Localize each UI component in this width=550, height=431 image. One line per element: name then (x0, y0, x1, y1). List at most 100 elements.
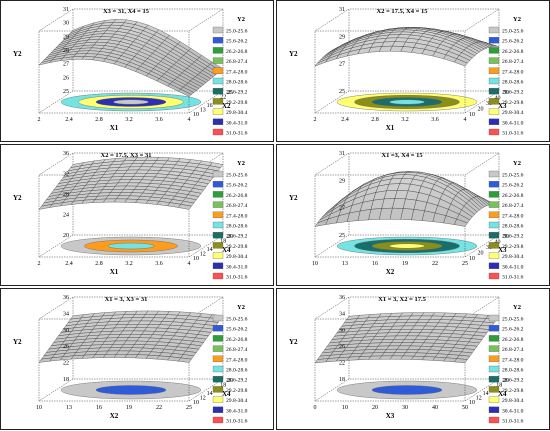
y-tick-label: 14 (483, 391, 489, 397)
legend-label: 26.8-27.4 (226, 59, 248, 65)
y-tick-label: 12 (200, 396, 206, 402)
z-axis-label: Y2 (13, 338, 22, 346)
x-tick-label: 2.8 (95, 117, 103, 123)
surface-cell (454, 218, 468, 227)
y-tick-label: 20 (227, 378, 233, 384)
legend-swatch (212, 221, 224, 229)
legend-label: 28.6-29.2 (502, 234, 524, 240)
legend-label: 25.0-25.6 (226, 317, 248, 323)
z-tick-label: 18 (63, 377, 69, 383)
legend-title: Y2 (237, 160, 245, 167)
legend-label: 25.6-26.2 (502, 183, 524, 189)
frame-edge (314, 378, 350, 402)
legend-label: 27.4-28.0 (502, 357, 524, 363)
frame-edge (38, 152, 74, 176)
surface-cell (177, 204, 192, 210)
surface-panel-3: X2 = 17.5, X3 = 3122.42.83.23.6410121416… (0, 144, 274, 286)
panel-title: X2 = 17.5, X3 = 31 (101, 152, 152, 159)
y-tick-label: 20 (227, 234, 233, 240)
x-tick-label: 20 (372, 405, 378, 411)
z-tick-label: 31 (339, 151, 345, 157)
y-tick-label: 50 (503, 90, 509, 96)
x-tick-label: 16 (96, 405, 102, 411)
x-tick-label: 3.2 (125, 261, 133, 267)
legend-label: 30.4-31.0 (502, 408, 524, 414)
legend-label: 28.0-28.6 (502, 224, 524, 230)
legend-label: 26.8-27.4 (502, 203, 524, 209)
legend-swatch (212, 416, 224, 424)
z-axis-label: Y2 (13, 194, 22, 202)
legend-label: 31.0-31.6 (502, 131, 524, 137)
z-tick-label: 18 (339, 377, 345, 383)
surface-plot-svg: X3 = 31, X4 = 1522.42.83.23.641013161922… (13, 7, 248, 137)
frame-edge (38, 8, 74, 32)
legend-label: 30.4-31.0 (502, 120, 524, 126)
legend-label: 26.8-27.4 (502, 347, 524, 353)
legend-label: 27.4-28.0 (226, 357, 248, 363)
legend-swatch (488, 191, 500, 198)
z-axis-label: Y2 (13, 50, 22, 58)
legend-swatch (212, 314, 224, 322)
legend-swatch (488, 26, 500, 34)
x-tick-label: 16 (372, 261, 378, 267)
legend-label: 25.6-26.2 (226, 183, 248, 189)
y-tick-label: 20 (478, 251, 484, 257)
z-tick-label: 30 (339, 328, 345, 334)
legend-swatch (212, 355, 224, 362)
x-tick-label: 3.6 (155, 261, 163, 267)
surface-cell (177, 357, 192, 363)
x-tick-label: 4 (464, 117, 467, 123)
legend-swatch (488, 211, 500, 218)
legend-swatch (488, 365, 500, 373)
floor-contour-band (389, 99, 425, 105)
legend-label: 29.8-30.4 (502, 110, 524, 116)
z-tick-label: 27 (63, 62, 69, 68)
frame-edge (464, 234, 500, 258)
legend-label: 29.2-29.8 (502, 244, 524, 250)
x-tick-label: 3.6 (155, 117, 163, 123)
y-axis-label: X4 (222, 390, 231, 398)
legend-swatch (212, 128, 224, 136)
legend-swatch (488, 128, 500, 136)
legend-swatch (212, 376, 224, 383)
legend-label: 31.0-31.6 (226, 419, 248, 425)
legend-label: 29.2-29.8 (502, 100, 524, 106)
z-tick-label: 34 (63, 311, 69, 317)
y-axis-label: X3 (498, 102, 507, 110)
x-axis-label: X1 (110, 124, 119, 132)
panel-title: X1 =3, X4 = 15 (381, 152, 423, 159)
legend-label: 28.0-28.6 (502, 80, 524, 86)
y-tick-label: 22 (220, 94, 226, 100)
x-tick-label: 2.4 (65, 117, 73, 123)
x-tick-label: 3.2 (401, 117, 409, 123)
legend-label: 25.0-25.6 (502, 173, 524, 179)
x-axis-label: X1 (386, 124, 395, 132)
legend-swatch (212, 26, 224, 34)
surface-cell (38, 357, 53, 363)
legend-label: 30.4-31.0 (226, 408, 248, 414)
legend-swatch (212, 108, 224, 115)
x-tick-label: 40 (432, 405, 438, 411)
legend-label: 29.8-30.4 (226, 110, 248, 116)
legend-swatch (212, 262, 224, 269)
legend-swatch (212, 47, 224, 54)
z-tick-label: 27 (339, 206, 345, 212)
legend-swatch (488, 386, 500, 393)
z-tick-label: 29 (63, 34, 69, 40)
x-tick-label: 25 (462, 261, 468, 267)
legend-swatch (488, 325, 500, 332)
legend-swatch (488, 252, 500, 259)
y-axis-label: X2 (222, 102, 231, 110)
legend-label: 31.0-31.6 (226, 131, 248, 137)
frame-edge (314, 8, 350, 32)
frame-edge (38, 378, 74, 402)
x-tick-label: 13 (66, 405, 72, 411)
floor-contour-band (95, 385, 167, 395)
legend-label: 25.0-25.6 (502, 317, 524, 323)
legend-swatch (488, 47, 500, 54)
legend-swatch (488, 170, 500, 178)
x-tick-label: 2.4 (341, 117, 349, 123)
z-tick-label: 26 (63, 344, 69, 350)
legend-swatch (212, 88, 224, 95)
